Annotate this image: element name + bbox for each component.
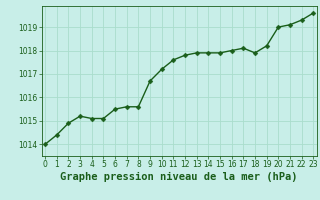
X-axis label: Graphe pression niveau de la mer (hPa): Graphe pression niveau de la mer (hPa) — [60, 172, 298, 182]
